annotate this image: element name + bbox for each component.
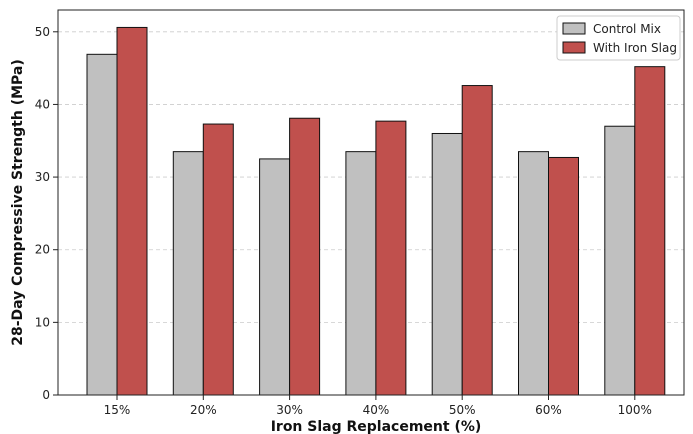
y-tick-label: 10 — [35, 315, 50, 329]
x-tick-label: 100% — [618, 403, 652, 417]
legend: Control Mix With Iron Slag — [556, 15, 681, 61]
y-tick-label: 40 — [35, 97, 50, 111]
legend-swatch — [562, 41, 586, 54]
x-tick-label: 30% — [276, 403, 303, 417]
plot-frame — [57, 9, 685, 396]
bar-control-mix — [518, 151, 549, 396]
x-tick-label: 40% — [363, 403, 390, 417]
y-tick-label: 30 — [35, 170, 50, 184]
x-axis-title: Iron Slag Replacement (%) — [271, 419, 482, 434]
x-tick-label: 15% — [104, 403, 131, 417]
y-tick-label: 0 — [42, 388, 50, 402]
x-tick-label: 60% — [535, 403, 562, 417]
bar-with-iron-slag — [116, 26, 148, 396]
y-tick-label: 20 — [35, 243, 50, 257]
y-tick-label: 50 — [35, 25, 50, 39]
legend-label: With Iron Slag — [593, 41, 677, 55]
bar-with-iron-slag — [289, 117, 321, 396]
bar-control-mix — [604, 125, 636, 396]
bar-with-iron-slag — [634, 66, 666, 396]
tick-labels: 0 10 20 30 40 50 15% 20% 30% 40% 50% 60% 100% — [35, 25, 652, 417]
bar-control-mix — [86, 53, 118, 396]
bars — [86, 26, 666, 396]
y-axis-title: 28-Day Compressive Strength (MPa) — [10, 59, 26, 346]
bar-with-iron-slag — [461, 85, 493, 396]
bar-with-iron-slag — [375, 120, 407, 396]
x-tick-label: 20% — [190, 403, 217, 417]
bar-control-mix — [172, 151, 204, 396]
bar-with-iron-slag — [202, 123, 234, 396]
bar-control-mix — [431, 132, 463, 396]
legend-box — [556, 15, 681, 61]
legend-label: Control Mix — [593, 22, 661, 36]
bar-with-iron-slag — [548, 156, 579, 396]
axes — [53, 9, 685, 400]
bar-control-mix — [259, 158, 291, 396]
x-tick-label: 50% — [449, 403, 476, 417]
bar-control-mix — [345, 151, 377, 396]
legend-swatch — [562, 22, 586, 35]
